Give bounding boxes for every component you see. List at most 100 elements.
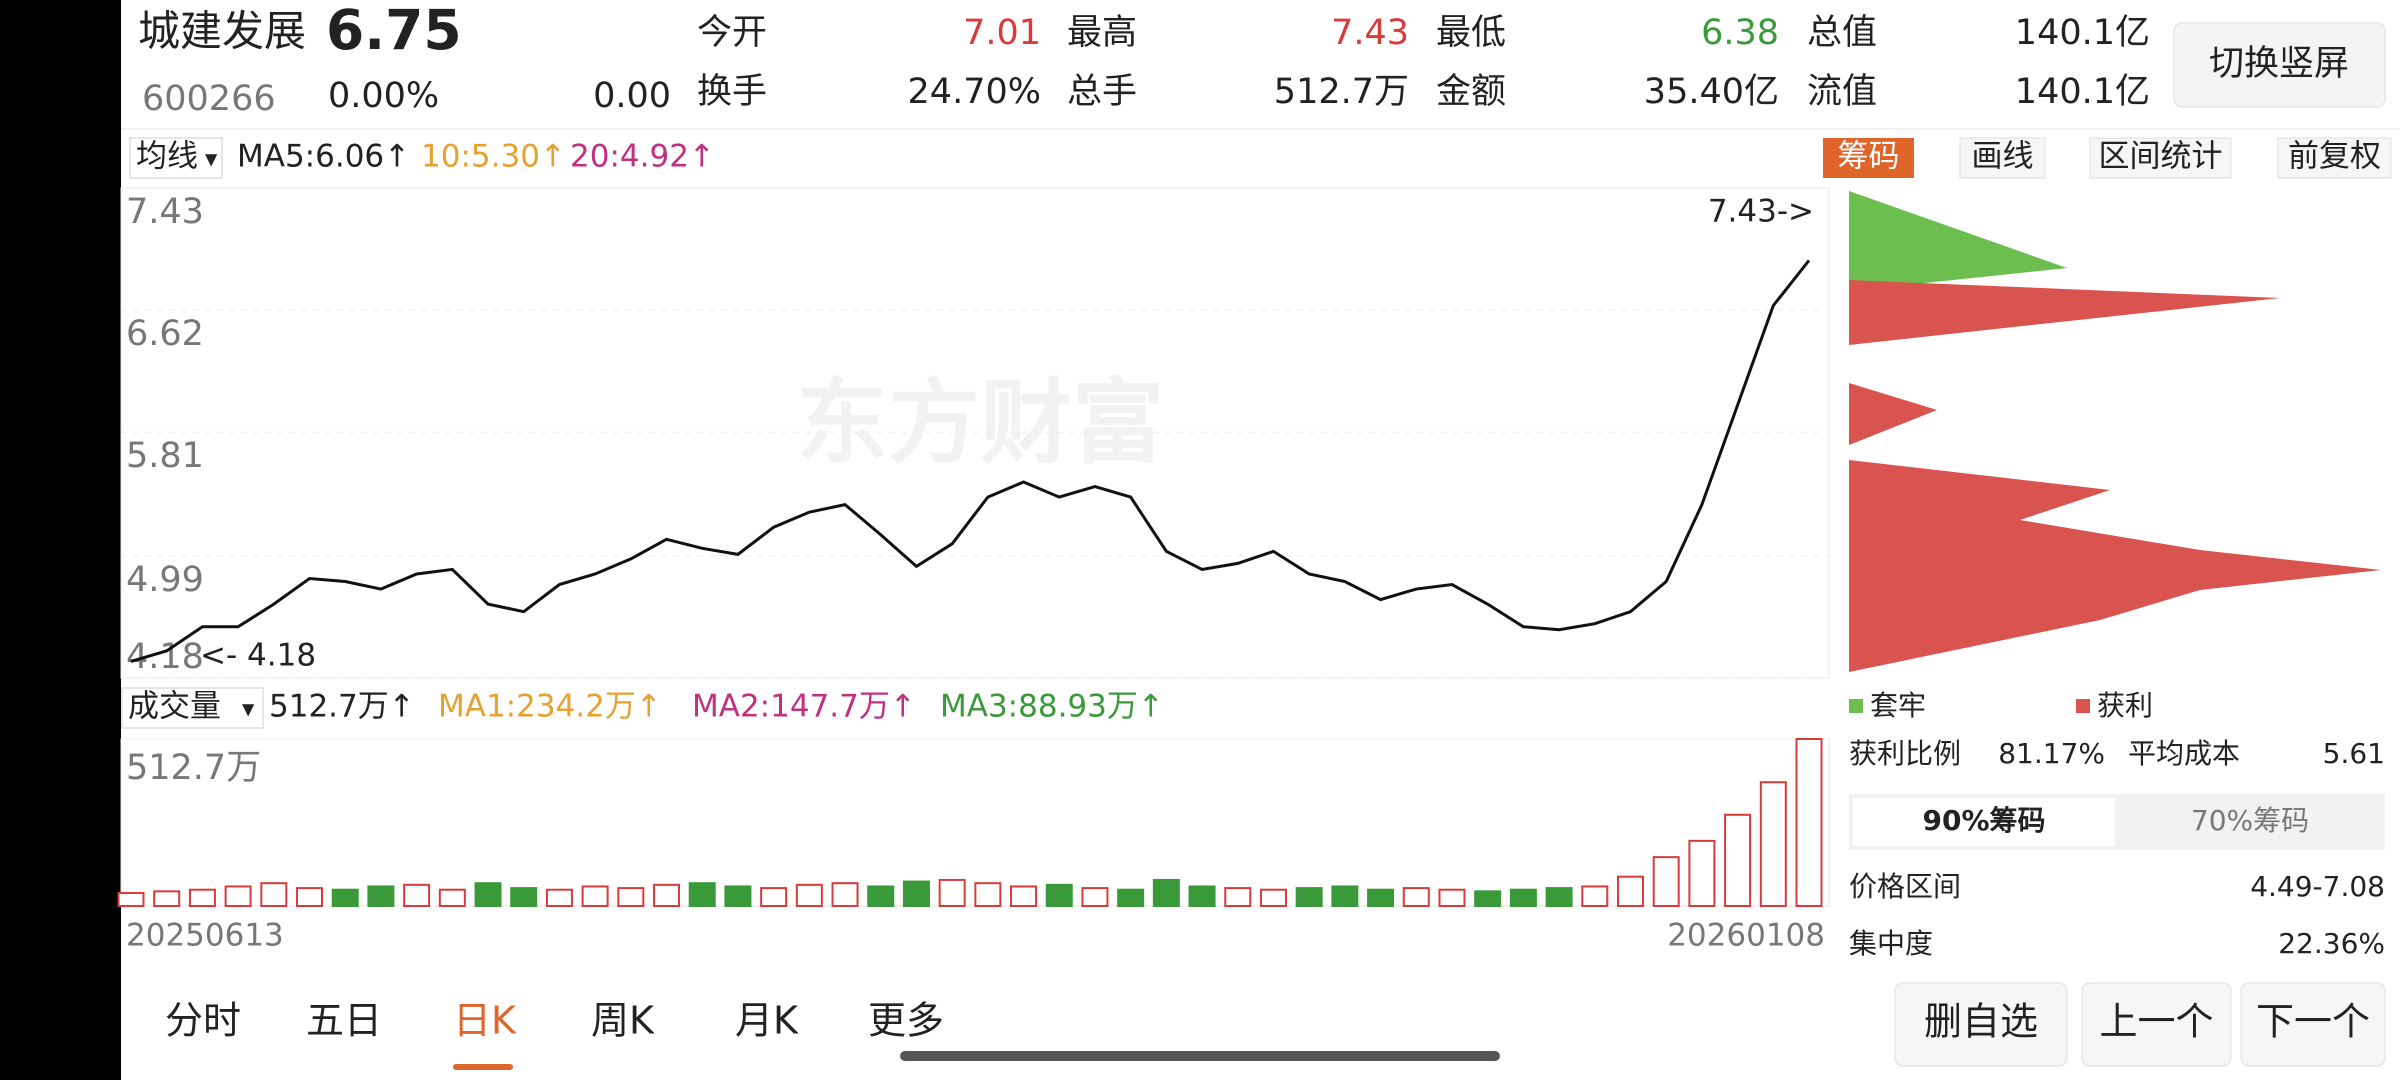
profit-ratio: 81.17%: [1998, 737, 2105, 770]
volume-bar: [1152, 878, 1180, 908]
chip-tab[interactable]: 70%筹码: [2191, 804, 2309, 837]
profit-ratio-label: 获利比例: [1849, 737, 1961, 770]
tool-label: 前复权: [2288, 139, 2381, 175]
volume-bar: [296, 887, 324, 907]
volume-bar: [617, 887, 645, 907]
stat-label: 最高: [1067, 13, 1137, 53]
stat-label: 金额: [1436, 72, 1506, 112]
vol-ma2: MA2:147.7万↑: [692, 689, 916, 725]
toggle-button[interactable]: [2173, 22, 2386, 108]
volume-bar: [831, 882, 859, 908]
vol-ma1: MA1:234.2万↑: [438, 689, 662, 725]
avg-cost-label: 平均成本: [2128, 737, 2240, 770]
stat-label: 最低: [1436, 13, 1506, 53]
volume-bar: [1581, 885, 1609, 908]
stock-name: 城建发展: [138, 7, 306, 56]
ma-selector[interactable]: [129, 137, 223, 179]
ma10: 10:5.30↑: [421, 139, 566, 175]
button[interactable]: [2240, 982, 2386, 1067]
price-range-label: 价格区间: [1849, 870, 1961, 903]
tool-button[interactable]: [1959, 137, 2046, 179]
stat-value: 140.1亿: [2015, 13, 2150, 53]
toggle-label: 切换竖屏: [2209, 44, 2349, 84]
bottom-tab[interactable]: 日K: [453, 999, 517, 1043]
watermark: 东方财富: [796, 369, 1164, 476]
tool-label: 筹码: [1838, 139, 1900, 175]
tool-button[interactable]: [2089, 137, 2232, 179]
chip-profit: [1849, 460, 2381, 672]
vol-ma3: MA3:88.93万↑: [940, 689, 1164, 725]
volume-bar: [1402, 887, 1430, 907]
volume-bar: [545, 888, 573, 908]
change: 0.00: [593, 76, 671, 116]
bottom-tab[interactable]: 五日: [306, 999, 382, 1043]
y-tick-label: 6.62: [126, 314, 204, 354]
stat-value: 24.70%: [908, 72, 1041, 112]
volume-bar: [1724, 813, 1752, 907]
volume-bar: [1616, 875, 1644, 908]
volume-bar: [260, 882, 288, 908]
price-range: 4.49-7.08: [2250, 870, 2385, 903]
button[interactable]: [2081, 982, 2232, 1067]
tool-button[interactable]: [1823, 138, 1914, 178]
volume-bar: [1081, 887, 1109, 907]
volume-bar: [1224, 887, 1252, 907]
chip-tab-active[interactable]: [1853, 798, 2115, 846]
y-tick-label: 4.99: [126, 560, 204, 600]
volume-bar: [438, 888, 466, 908]
end-date: 20260108: [1667, 918, 1825, 954]
y-tick-label: 7.43: [126, 192, 204, 232]
ma20: 20:4.92↑: [570, 139, 715, 175]
volume-selector-label: 成交量: [128, 689, 221, 725]
volume-bar: [331, 888, 359, 908]
y-tick-label: 5.81: [126, 436, 204, 476]
button-label: 删自选: [1924, 1000, 2038, 1044]
volume-bar: [867, 885, 895, 908]
volume-bar: [510, 887, 538, 907]
volume-bar: [1259, 888, 1287, 908]
button-label: 下一个: [2256, 1000, 2370, 1044]
volume-bar: [1188, 885, 1216, 908]
volume-bar: [688, 882, 716, 908]
volume-bar: [581, 885, 609, 908]
stat-label: 流值: [1807, 72, 1877, 112]
volume-frame: [120, 738, 1830, 907]
tab-underline: [453, 1064, 513, 1070]
volume-bar: [1509, 888, 1537, 908]
left-bar: [0, 0, 121, 1080]
low-label: <- 4.18: [200, 638, 316, 674]
chip-profit: [1849, 383, 1937, 445]
stat-label: 换手: [697, 72, 767, 112]
home-indicator: [900, 1051, 1500, 1061]
volume-bar: [653, 883, 681, 907]
legend-swatch: [1849, 699, 1863, 713]
stat-value: 35.40亿: [1644, 72, 1779, 112]
tool-label: 区间统计: [2099, 139, 2223, 175]
volume-bar: [1688, 839, 1716, 907]
stat-value: 7.01: [963, 13, 1041, 53]
legend-locked: 套牢: [1870, 689, 1926, 722]
bottom-tab[interactable]: 月K: [735, 999, 799, 1043]
stat-label: 总值: [1807, 13, 1877, 53]
avg-cost: 5.61: [2323, 737, 2385, 770]
high-label: 7.43->: [1708, 194, 1814, 230]
volume-bar: [1295, 887, 1323, 907]
bottom-tab[interactable]: 分时: [165, 999, 241, 1043]
chip-profit: [1849, 280, 2280, 345]
bottom-tab[interactable]: 更多: [868, 999, 944, 1043]
stat-value: 7.43: [1331, 13, 1409, 53]
start-date: 20250613: [126, 918, 284, 954]
volume-selector[interactable]: [121, 687, 264, 729]
volume-bar: [760, 887, 788, 907]
volume-bar: [1331, 885, 1359, 908]
volume-bar: [1045, 883, 1073, 907]
chip-locked: [1849, 191, 2067, 291]
tool-button[interactable]: [2277, 137, 2392, 179]
stat-label: 总手: [1067, 72, 1137, 112]
stat-value: 140.1亿: [2015, 72, 2150, 112]
button[interactable]: [1894, 982, 2068, 1067]
bottom-tab[interactable]: 周K: [591, 999, 655, 1043]
volume-bar: [188, 888, 216, 908]
dropdown-icon: ▼: [205, 150, 218, 169]
